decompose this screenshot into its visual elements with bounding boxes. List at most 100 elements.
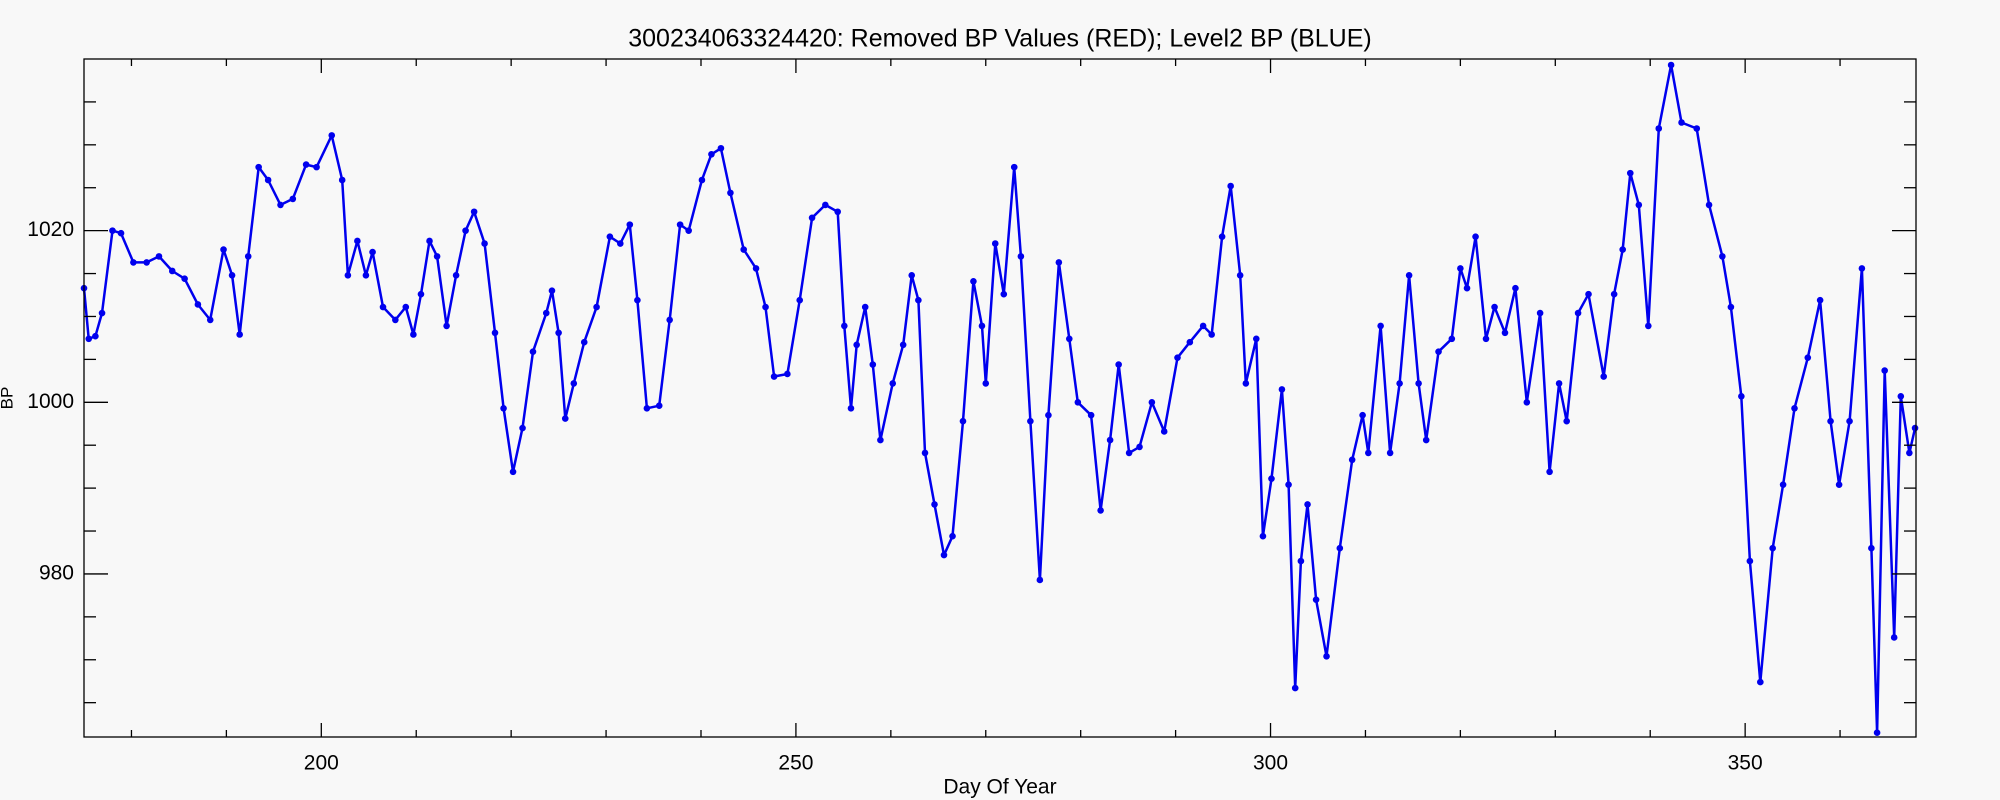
- data-point: [1312, 596, 1320, 603]
- data-point: [796, 296, 804, 304]
- data-point: [1386, 449, 1394, 457]
- data-point: [362, 271, 370, 279]
- data-point: [655, 402, 663, 410]
- data-point: [869, 361, 877, 368]
- data-point: [643, 404, 651, 412]
- data-point: [1827, 417, 1834, 425]
- data-point: [417, 290, 425, 298]
- x-tick-label: 350: [1728, 752, 1763, 775]
- data-point: [940, 551, 948, 559]
- data-point: [570, 380, 578, 387]
- data-point: [841, 322, 848, 330]
- data-point: [1415, 380, 1422, 387]
- data-point: [889, 380, 897, 387]
- data-point: [470, 208, 478, 216]
- data-point: [959, 417, 967, 425]
- data-point: [481, 240, 488, 247]
- data-point: [1835, 481, 1843, 488]
- data-point: [1804, 354, 1812, 361]
- plot-frame: [83, 58, 1917, 738]
- data-point: [1523, 398, 1531, 406]
- x-tick-label: 250: [778, 752, 813, 775]
- x-axis-label: Day Of Year: [943, 776, 1056, 799]
- data-point: [617, 240, 624, 247]
- x-tick-label: 300: [1253, 752, 1288, 775]
- data-point: [1268, 475, 1275, 482]
- data-point: [1242, 380, 1250, 387]
- data-point: [982, 380, 990, 387]
- data-point: [784, 370, 791, 378]
- data-point: [1610, 290, 1618, 298]
- data-point: [1705, 201, 1713, 209]
- data-point: [1036, 576, 1044, 584]
- data-point: [1868, 544, 1875, 552]
- data-point: [978, 322, 986, 330]
- data-point: [98, 309, 106, 317]
- data-point: [92, 332, 99, 340]
- data-point: [117, 229, 125, 237]
- data-point: [1491, 303, 1498, 311]
- data-point: [1678, 119, 1685, 126]
- data-point: [1911, 424, 1919, 432]
- data-point: [1846, 417, 1853, 425]
- data-point: [1512, 284, 1519, 292]
- data-point: [168, 267, 176, 275]
- data-point: [392, 316, 399, 324]
- data-point: [379, 303, 387, 311]
- data-point: [740, 246, 748, 253]
- data-point: [555, 329, 562, 337]
- data-point: [1906, 449, 1913, 457]
- data-point: [1757, 678, 1764, 686]
- data-point: [519, 424, 526, 432]
- data-point: [1619, 246, 1626, 253]
- data-point: [1472, 233, 1479, 240]
- data-point: [1115, 361, 1122, 368]
- data-point: [626, 221, 634, 228]
- data-point: [1738, 392, 1745, 400]
- data-point: [1174, 354, 1181, 361]
- data-point: [834, 208, 841, 216]
- data-point: [542, 309, 550, 317]
- data-point: [1457, 265, 1464, 272]
- data-point: [666, 316, 673, 324]
- data-point: [727, 189, 734, 197]
- data-point: [1218, 233, 1226, 240]
- data-point: [593, 303, 600, 311]
- data-point: [338, 176, 346, 184]
- data-point: [970, 277, 977, 285]
- data-point: [606, 233, 614, 240]
- data-point: [752, 265, 760, 272]
- data-point: [561, 415, 569, 422]
- data-point: [1227, 182, 1234, 190]
- data-point: [509, 468, 517, 476]
- data-point: [1779, 481, 1787, 488]
- data-point: [1000, 290, 1008, 298]
- data-point: [155, 253, 163, 260]
- data-point: [808, 214, 816, 222]
- data-point: [529, 348, 537, 355]
- data-point: [344, 271, 352, 279]
- data-point: [1278, 386, 1286, 393]
- data-point: [1791, 404, 1798, 412]
- data-point: [949, 532, 956, 540]
- data-point: [1106, 436, 1114, 444]
- plot-area: [80, 61, 1919, 737]
- data-point: [762, 303, 769, 311]
- data-point: [676, 221, 684, 228]
- data-point: [1297, 557, 1305, 565]
- data-point: [1097, 507, 1104, 514]
- data-point: [302, 161, 310, 168]
- data-point: [685, 227, 692, 234]
- data-point: [634, 296, 641, 304]
- data-point: [1259, 532, 1267, 540]
- data-point: [1626, 169, 1634, 177]
- data-point: [1186, 338, 1194, 346]
- data-point: [255, 163, 262, 171]
- data-point: [130, 259, 137, 266]
- data-point: [1655, 125, 1663, 132]
- data-point: [1087, 411, 1095, 419]
- data-point: [1858, 265, 1866, 272]
- data-point: [1323, 653, 1330, 660]
- data-point: [1065, 335, 1073, 343]
